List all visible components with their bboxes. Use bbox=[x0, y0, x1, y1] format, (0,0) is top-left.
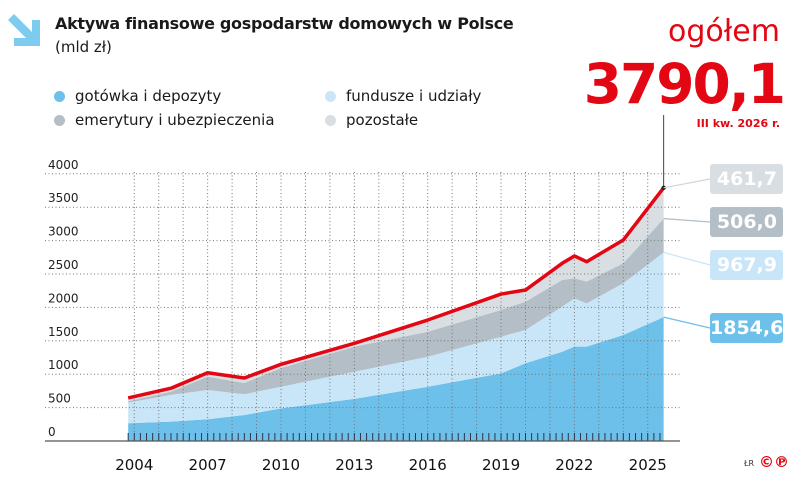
legend-dot bbox=[54, 90, 65, 102]
y-tick-label: 0 bbox=[48, 425, 56, 439]
end-label-fundusze: 967,9 bbox=[710, 250, 783, 280]
leader-line bbox=[663, 218, 711, 223]
total-label: ogółem bbox=[668, 14, 780, 49]
end-label-gotowka: 1854,6 bbox=[710, 313, 783, 343]
x-tick-label: 2007 bbox=[189, 456, 227, 474]
legend-dot bbox=[325, 90, 336, 102]
y-tick-label: 1500 bbox=[48, 325, 79, 339]
legend-item-pozostale: pozostałe bbox=[325, 111, 418, 129]
x-tick-label: 2019 bbox=[482, 456, 520, 474]
x-tick-label: 2025 bbox=[629, 456, 667, 474]
total-period: III kw. 2026 r. bbox=[696, 117, 780, 130]
end-label-emerytury: 506,0 bbox=[710, 207, 783, 237]
x-tick-label: 2016 bbox=[409, 456, 447, 474]
x-tick-label: 2013 bbox=[335, 456, 373, 474]
y-tick-label: 1000 bbox=[48, 358, 79, 372]
total-value: 3790,1 bbox=[583, 52, 786, 116]
legend-item-gotowka: gotówka i depozyty bbox=[54, 87, 221, 105]
legend-label: pozostałe bbox=[346, 111, 419, 129]
author-credit: ŁR bbox=[744, 459, 755, 468]
leader-line bbox=[663, 178, 711, 189]
chart-subtitle: (mld zł) bbox=[55, 38, 112, 56]
y-tick-label: 2000 bbox=[48, 291, 79, 305]
total-line bbox=[127, 186, 666, 400]
area-series-0 bbox=[128, 317, 664, 441]
y-tick-label: 500 bbox=[48, 392, 71, 406]
chart-title: Aktywa finansowe gospodarstw domowych w … bbox=[55, 14, 514, 33]
legend-label: fundusze i udziały bbox=[346, 87, 482, 105]
legend-label: gotówka i depozyty bbox=[75, 87, 222, 105]
y-tick-label: 4000 bbox=[48, 158, 79, 172]
leader-line bbox=[663, 251, 711, 266]
arrow-down-right-icon bbox=[8, 14, 40, 46]
leader-line bbox=[663, 316, 711, 329]
x-tick-label: 2010 bbox=[262, 456, 300, 474]
y-tick-label: 3500 bbox=[48, 191, 79, 205]
y-tick-label: 2500 bbox=[48, 258, 79, 272]
end-label-pozostale: 461,7 bbox=[710, 164, 783, 194]
area-series-1 bbox=[128, 252, 664, 424]
x-tick-label: 2022 bbox=[555, 456, 593, 474]
legend-label: emerytury i ubezpieczenia bbox=[75, 111, 275, 129]
legend-item-fundusze: fundusze i udziały bbox=[325, 87, 481, 105]
y-tick-label: 3000 bbox=[48, 225, 79, 239]
legend-item-emerytury: emerytury i ubezpieczenia bbox=[54, 111, 275, 129]
legend-dot bbox=[54, 114, 65, 126]
legend-dot bbox=[325, 114, 336, 126]
x-tick-label: 2004 bbox=[115, 456, 153, 474]
copyright-logo: ©℗ bbox=[759, 453, 788, 471]
